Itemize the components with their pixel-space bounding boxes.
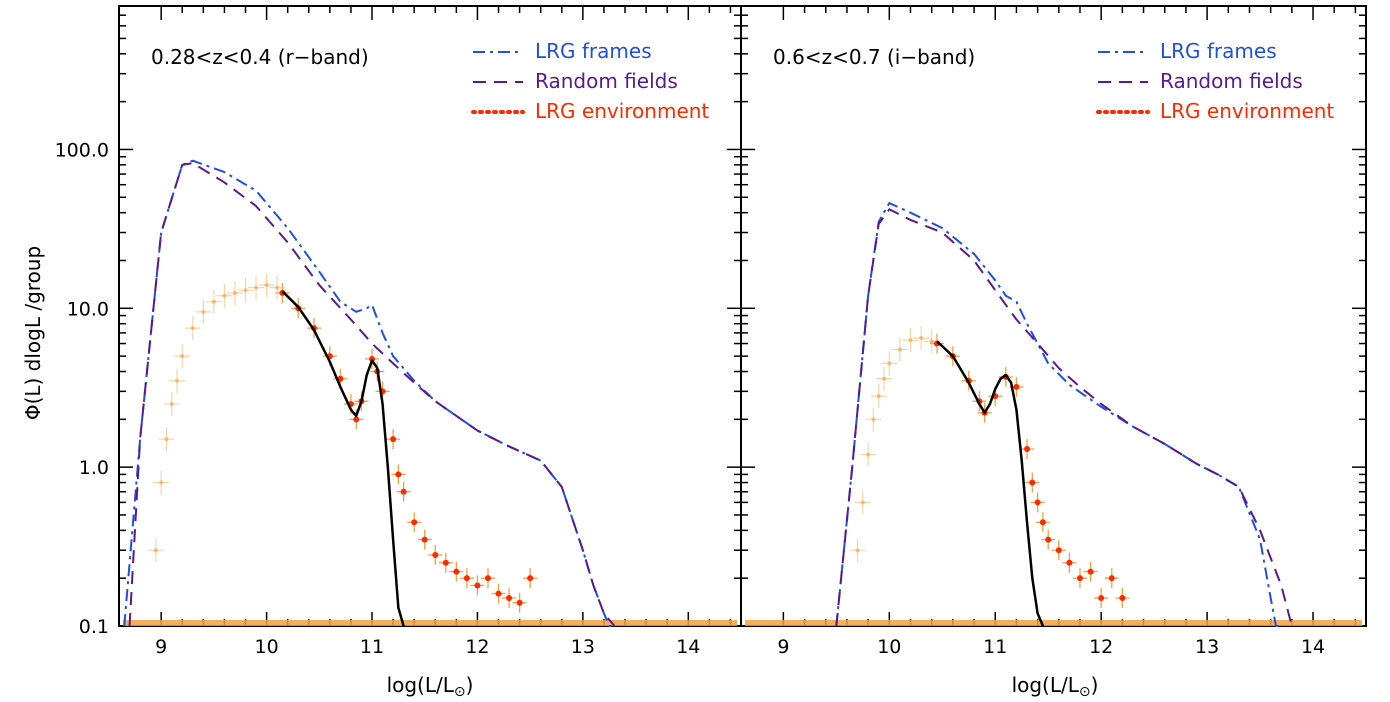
- faint-point: [855, 548, 860, 553]
- faint-point: [159, 480, 164, 485]
- x-tick-label: 11: [983, 636, 1007, 658]
- y-tick-label: 100.0: [55, 139, 109, 161]
- x-tick-label: 11: [360, 636, 384, 658]
- lrg-environment-point: [453, 568, 460, 575]
- faint-point: [180, 354, 185, 359]
- lrg-environment-point: [463, 575, 470, 582]
- lrg-environment-point: [411, 519, 418, 526]
- panel-right: 9 10 11 12 13 14 0.6<z<0.7 (i−band) LRG frames R…: [740, 5, 1367, 658]
- fit-curve-line: [281, 290, 405, 627]
- random-fields-line: [128, 162, 616, 627]
- panel-title: 0.6<z<0.7 (i−band): [773, 45, 975, 69]
- lrg-environment-point: [1087, 568, 1094, 575]
- x-tick-label: 10: [877, 636, 901, 658]
- lrg-environment-point: [516, 599, 523, 606]
- faint-point: [222, 293, 227, 298]
- lrg-environment-point: [495, 590, 502, 597]
- lrg-environment-point: [400, 488, 407, 495]
- lrg-environment-point: [1039, 519, 1046, 526]
- y-tick-label: 0.1: [79, 616, 109, 638]
- x-tick-label: 9: [777, 636, 789, 658]
- faint-point: [919, 336, 924, 341]
- lrg-environment-point: [1066, 559, 1073, 566]
- faint-point: [887, 361, 892, 366]
- legend-entry: Random fields: [1160, 69, 1303, 93]
- x-tick-label: 13: [1195, 636, 1219, 658]
- legend-entry: Random fields: [535, 69, 678, 93]
- x-tick-label: 14: [1301, 636, 1325, 658]
- x-axis-label-right: log(L/L⊙): [1012, 673, 1099, 698]
- y-tick-label: 1.0: [79, 457, 109, 479]
- faint-point: [164, 437, 169, 442]
- lrg-environment-point: [1055, 547, 1062, 554]
- panel-left: 9 10 11 12 13 14 0.1 1.0 10.0 100.0 0.28<z<0.4 (r−…: [55, 5, 742, 658]
- legend-entry: LRG environment: [1160, 99, 1334, 123]
- faint-point: [201, 309, 206, 314]
- lrg-environment-point: [1076, 575, 1083, 582]
- faint-point: [190, 326, 195, 331]
- faint-point: [153, 548, 158, 553]
- faint-point: [169, 401, 174, 406]
- lrg-environment-point: [1013, 383, 1020, 390]
- lrg-environment-point: [432, 551, 439, 558]
- floor-points-band: [745, 620, 1362, 626]
- faint-point: [866, 452, 871, 457]
- x-tick-label: 9: [155, 636, 167, 658]
- legend-entry: LRG frames: [535, 39, 652, 63]
- lrg-environment-point: [421, 536, 428, 543]
- faint-point: [860, 500, 865, 505]
- faint-point: [929, 339, 934, 344]
- y-tick-label: 10.0: [67, 298, 109, 320]
- lrg-environment-point: [442, 559, 449, 566]
- lrg-environment-point: [1119, 595, 1126, 602]
- faint-point: [264, 283, 269, 288]
- fit-curve-line: [936, 340, 1045, 627]
- faint-point: [876, 394, 881, 399]
- x-tick-label: 10: [254, 636, 278, 658]
- x-axis-label-left: log(L/L⊙): [387, 673, 474, 698]
- faint-point: [232, 290, 237, 295]
- lrg-environment-point: [1108, 575, 1115, 582]
- lrg-environment-point: [1034, 499, 1041, 506]
- y-axis-label: Φ(L) dlogL /group: [21, 246, 45, 420]
- faint-point: [871, 417, 876, 422]
- x-tick-label: 13: [571, 636, 595, 658]
- lrg-environment-point: [1029, 479, 1036, 486]
- faint-point: [254, 285, 259, 290]
- lrg-environment-point: [474, 582, 481, 589]
- lrg-environment-point: [1024, 446, 1031, 453]
- lrg-environment-point: [390, 436, 397, 443]
- x-tick-label: 12: [1089, 636, 1113, 658]
- x-tick-label: 14: [676, 636, 700, 658]
- faint-point: [275, 285, 280, 290]
- lrg-frames-line: [835, 202, 1282, 627]
- faint-point: [882, 376, 887, 381]
- legend-entry: LRG environment: [535, 99, 709, 123]
- lrg-frames-line: [123, 159, 615, 627]
- floor-points-band: [123, 620, 737, 626]
- faint-point: [908, 338, 913, 343]
- panel-title: 0.28<z<0.4 (r−band): [151, 45, 369, 69]
- legend-entry: LRG frames: [1160, 39, 1277, 63]
- lrg-environment-point: [353, 416, 360, 423]
- faint-point: [243, 288, 248, 293]
- lrg-environment-point: [506, 595, 513, 602]
- lrg-environment-point: [527, 575, 534, 582]
- lrg-environment-point: [1098, 595, 1105, 602]
- legend: LRG frames Random fields LRG environment: [471, 39, 709, 123]
- faint-point: [211, 299, 216, 304]
- faint-point: [897, 347, 902, 352]
- random-fields-line: [835, 208, 1293, 627]
- faint-point: [174, 378, 179, 383]
- lrg-environment-point: [484, 575, 491, 582]
- lrg-environment-point: [395, 471, 402, 478]
- lrg-environment-point: [1045, 536, 1052, 543]
- legend: LRG frames Random fields LRG environment: [1096, 39, 1334, 123]
- x-tick-label: 12: [465, 636, 489, 658]
